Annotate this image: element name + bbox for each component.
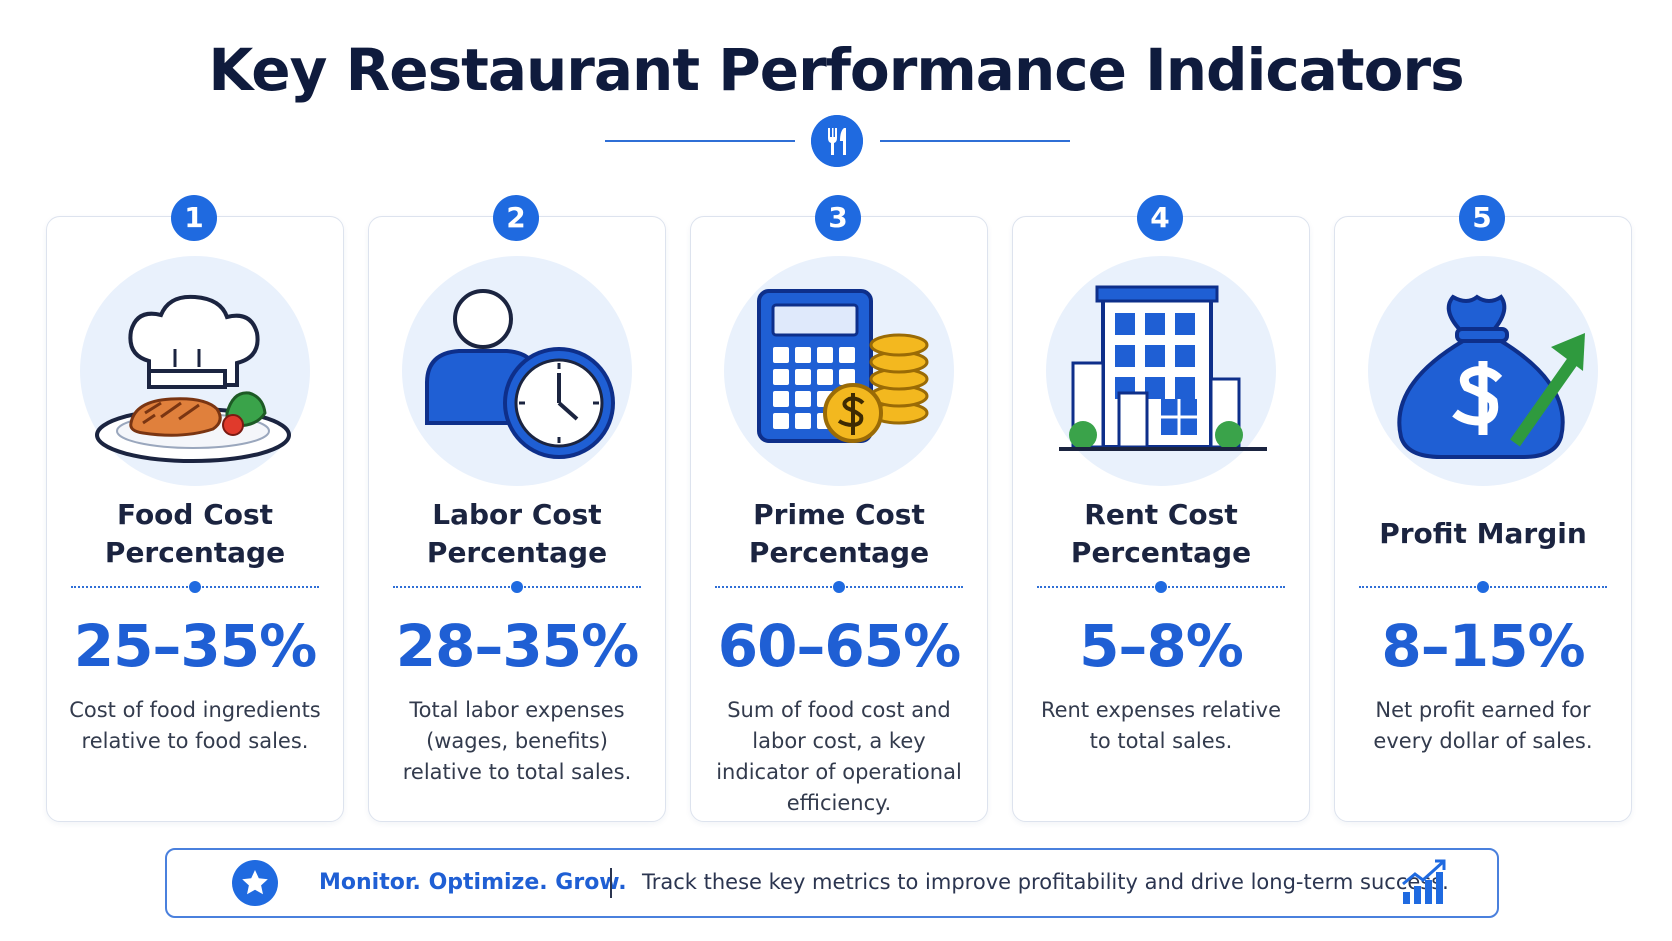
- divider-dot: [1477, 581, 1489, 593]
- card-title: Labor Cost Percentage: [426, 498, 608, 569]
- card-title: Rent Cost Percentage: [1070, 498, 1252, 569]
- header-rule: [605, 140, 795, 142]
- card-icon: [402, 256, 632, 486]
- card-title: Prime Cost Percentage: [748, 498, 930, 569]
- divider-dot: [1155, 581, 1167, 593]
- card-number: 2: [493, 195, 539, 241]
- card-description: Sum of food cost and labor cost, a key i…: [716, 698, 962, 815]
- card-description: Cost of food ingredients relative to foo…: [69, 698, 321, 753]
- card-value: 28–35%: [395, 612, 640, 680]
- card-description: Total labor expenses (wages, benefits) r…: [402, 698, 632, 784]
- footer-text: Track these key metrics to improve profi…: [642, 870, 1449, 894]
- footer: Monitor. Optimize. Grow. Track these key…: [165, 848, 1499, 918]
- kpi-card: 5 Profit Margin 8–15% Net profit earned fo…: [1334, 195, 1632, 822]
- header-rule: [880, 140, 1070, 142]
- card-description: Net profit earned for every dollar of sa…: [1373, 698, 1593, 753]
- page-title: Key Restaurant Performance Indicators: [208, 36, 1464, 104]
- separator: [610, 868, 612, 898]
- card-title: Food Cost Percentage: [104, 498, 286, 569]
- utensils-icon: [811, 115, 863, 167]
- card-icon: [80, 256, 310, 486]
- card-number: 1: [171, 195, 217, 241]
- card-number: 5: [1459, 195, 1505, 241]
- card-number: 4: [1137, 195, 1183, 241]
- star-icon: [232, 860, 278, 906]
- card-value: 25–35%: [73, 612, 318, 680]
- kpi-card: 1 Food Cost Percentage 25–35% Cost of food…: [46, 195, 344, 822]
- divider-dot: [511, 581, 523, 593]
- card-icon: [1368, 256, 1598, 486]
- card-value: 5–8%: [1079, 612, 1244, 680]
- footer-tagline: Monitor. Optimize. Grow.: [319, 870, 627, 895]
- card-value: 8–15%: [1381, 612, 1585, 680]
- kpi-card: 3 Prime Cost Percentage 60–65% Sum of food…: [690, 195, 988, 822]
- card-icon: [1046, 256, 1276, 486]
- card-number: 3: [815, 195, 861, 241]
- divider-dot: [189, 581, 201, 593]
- card-value: 60–65%: [717, 612, 962, 680]
- card-description: Rent expenses relative to total sales.: [1040, 698, 1281, 753]
- kpi-card: 4 Rent Cost Percentage 5–8% Rent expenses …: [1012, 195, 1310, 822]
- growth-icon: [1402, 859, 1446, 904]
- kpi-card: 2 Labor Cost Percentage 28–35% Total labor…: [368, 195, 666, 822]
- card-icon: [724, 256, 954, 486]
- divider-dot: [833, 581, 845, 593]
- card-title: Profit Margin: [1379, 517, 1587, 550]
